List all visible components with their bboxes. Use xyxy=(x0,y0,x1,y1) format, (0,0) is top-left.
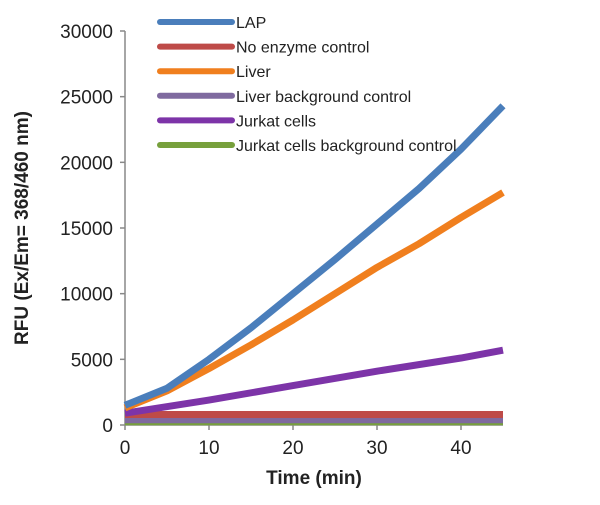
x-axis-label: Time (min) xyxy=(266,468,362,489)
y-tick-label: 10000 xyxy=(60,285,113,306)
x-tick-label: 10 xyxy=(198,438,219,459)
legend-label: LAP xyxy=(236,15,266,32)
legend: LAP No enzyme control Liver Liver backgroun… xyxy=(157,15,457,155)
x-tick-label: 40 xyxy=(450,438,471,459)
series-line-jurkat-cells xyxy=(124,346,504,417)
legend-label: Jurkat cells background control xyxy=(236,138,457,155)
legend-label: Liver xyxy=(236,64,271,81)
y-tick-label: 20000 xyxy=(60,153,113,174)
axes: 0 5000 10000 15000 20000 25000 30000 0 10 20 30 40 xyxy=(60,22,503,459)
x-tick-label: 0 xyxy=(120,438,131,459)
legend-label: No enzyme control xyxy=(236,40,369,57)
y-tick-label: 5000 xyxy=(71,350,113,371)
x-tick-label: 20 xyxy=(282,438,303,459)
series-line-liver xyxy=(123,189,505,412)
y-axis-label: RFU (Ex/Em= 368/460 nm) xyxy=(12,111,33,345)
series-lines xyxy=(123,103,506,426)
y-tick-label: 25000 xyxy=(60,88,113,109)
y-tick-label: 15000 xyxy=(60,219,113,240)
y-tick-label: 30000 xyxy=(60,22,113,43)
y-tick-label: 0 xyxy=(102,416,113,437)
series-line-lap xyxy=(123,103,506,409)
legend-label: Liver background control xyxy=(236,89,411,106)
legend-label: Jurkat cells xyxy=(236,113,316,130)
x-tick-label: 30 xyxy=(366,438,387,459)
